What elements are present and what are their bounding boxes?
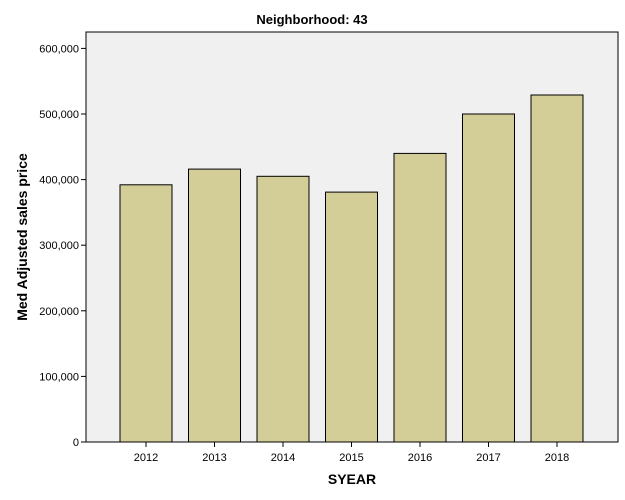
x-tick-label: 2013 <box>202 452 226 464</box>
x-axis-title: SYEAR <box>328 471 376 487</box>
x-axis: 2012 2013 2014 2015 2016 2017 2018 <box>134 442 569 464</box>
bar-2017 <box>462 113 515 443</box>
y-tick-label: 300,000 <box>39 240 79 252</box>
y-tick-label: 100,000 <box>39 371 79 383</box>
bar-2013 <box>188 168 241 443</box>
x-tick-label: 2014 <box>271 452 295 464</box>
x-tick-label: 2016 <box>408 452 432 464</box>
x-tick-label: 2018 <box>545 452 569 464</box>
x-tick-label: 2015 <box>339 452 363 464</box>
y-tick-label: 0 <box>73 437 79 449</box>
bar-2012 <box>119 184 173 443</box>
y-tick-label: 400,000 <box>39 175 79 187</box>
y-tick-label: 200,000 <box>39 306 79 318</box>
y-tick-label: 600,000 <box>39 43 79 55</box>
x-tick-label: 2017 <box>476 452 500 464</box>
bar-2018 <box>530 94 584 443</box>
y-axis: 0 100,000 200,000 300,000 400,000 500,000 600,… <box>39 43 86 449</box>
bar-2014 <box>256 175 310 443</box>
bar-2015 <box>325 191 378 443</box>
x-tick-label: 2012 <box>134 452 158 464</box>
y-tick-label: 500,000 <box>39 109 79 121</box>
bars <box>119 94 584 443</box>
y-axis-title: Med Adjusted sales price <box>14 153 30 321</box>
bar-2016 <box>393 152 447 443</box>
chart-title: Neighborhood: 43 <box>256 12 367 27</box>
